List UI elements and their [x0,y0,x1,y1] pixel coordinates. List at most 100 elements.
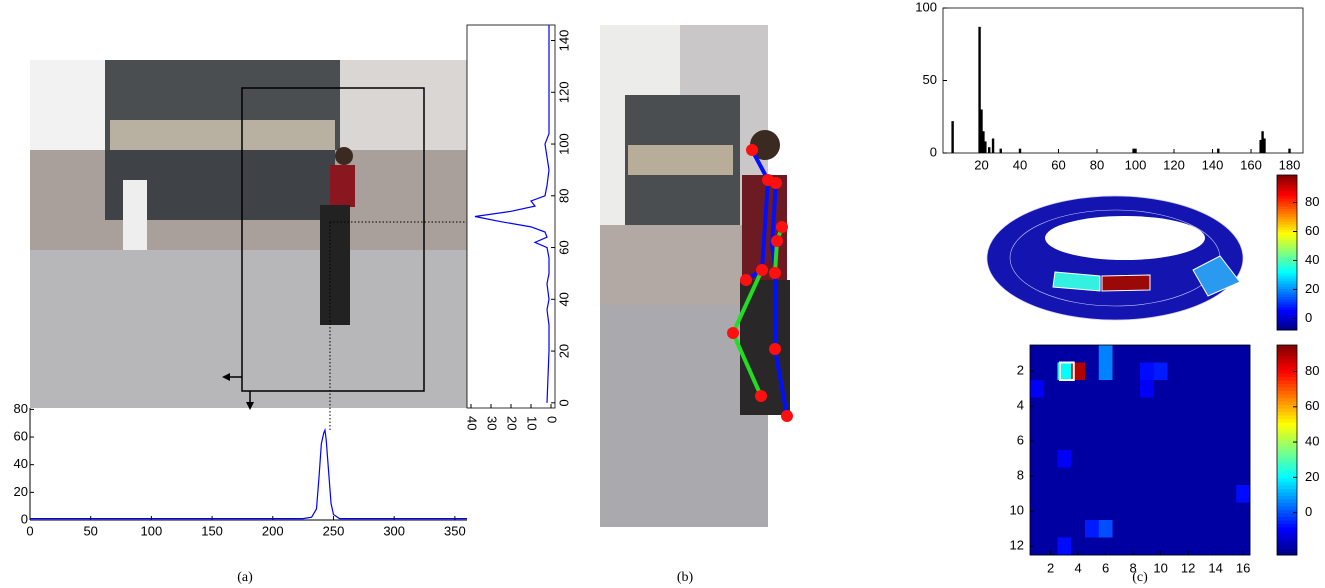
colorbar-step [1277,249,1297,253]
arrow-head [222,373,230,381]
heat-cell [1167,380,1182,398]
colorbar-step [1277,317,1297,321]
colorbar-step [1277,293,1297,297]
colorbar-step [1277,502,1297,507]
colorbar-step [1277,499,1297,503]
colorbar-step [1277,252,1297,256]
heat-cell [1043,380,1058,398]
heat-cell [1195,450,1210,468]
heat-cell [1112,520,1127,538]
colorbar-step [1277,198,1297,202]
colorbar-step [1277,408,1297,412]
colorbar-step [1277,467,1297,472]
heat-cell [1195,380,1210,398]
colorbar-step [1277,404,1297,409]
heat-cell [1098,450,1113,468]
colorbar-tick-label: 40 [1305,252,1319,267]
heat-cell [1181,537,1196,556]
heat-cell [1030,397,1045,416]
heat-cell [1167,467,1182,486]
heat-cell [1030,415,1045,433]
colorbar-step [1277,488,1297,493]
bar [982,131,985,153]
heat-cell [1057,345,1072,363]
y-tick-label: 12 [1010,538,1024,553]
colorbar-step [1277,345,1297,349]
y-tick-label: 20 [14,484,28,499]
colorbar-step [1277,221,1297,225]
heat-cell [1222,450,1237,468]
heat-cell [1098,537,1113,556]
heat-cell [1085,397,1100,416]
heat-cell [1112,415,1127,433]
colorbar-step [1277,218,1297,222]
colorbar-step [1277,211,1297,215]
heat-cell [1057,380,1072,398]
colorbar-frame [1276,344,1298,556]
heat-cell [1126,362,1141,381]
colorbar-tick-label: 60 [1305,223,1319,238]
colorbar-step [1277,301,1297,305]
bar [978,26,981,154]
colorbar-step [1277,355,1297,360]
heat-cell [1153,415,1168,433]
heat-cell [1167,345,1182,363]
heat-cell [1140,467,1155,486]
heat-cell [1043,415,1058,433]
bar [1132,148,1135,153]
heat-cell [1043,537,1058,556]
colorbar-step [1277,180,1297,184]
colorbar-tick-label: 40 [1305,433,1319,448]
heat-cell [1195,415,1210,433]
heat-cell [1085,345,1100,363]
colorbar-step [1277,244,1297,248]
colorbar-step [1277,319,1297,323]
heat-cell [1071,502,1086,521]
x-tick-label: 10 [1153,560,1167,575]
colorbar-tick-label: 80 [1305,194,1319,209]
torus-patch [1192,255,1241,297]
caption: (c) [1132,570,1148,585]
heat-cell [1167,362,1182,381]
x-tick-label: 0 [556,399,571,406]
heat-cell [1126,537,1141,556]
heat-cell [1030,380,1045,398]
colorbar-step [1277,506,1297,510]
x-tick-label: 120 [556,81,571,103]
colorbar-step [1277,231,1297,235]
photo-a [30,60,467,430]
heat-cell [1181,502,1196,521]
person-legs [320,205,350,325]
colorbar-step [1277,255,1297,259]
colorbar-step [1277,432,1297,437]
colorbar-step [1277,492,1297,496]
colorbar-step [1277,247,1297,251]
colorbar-step [1277,213,1297,217]
colorbar-tick-label: 20 [1305,281,1319,296]
bar [1263,138,1266,153]
colorbar-step [1277,226,1297,230]
colorbar-step [1277,286,1297,290]
x-tick-label: 350 [444,523,466,538]
bin [123,180,147,250]
heat-cell [1098,432,1113,451]
heat-cell [1112,537,1127,556]
heat-cell [1057,520,1072,538]
heat-cell [1236,537,1251,556]
colorbar-step [1277,348,1297,353]
joints [727,144,793,422]
colorbar-step [1277,237,1297,241]
bbox [241,87,425,392]
heat-cell [1085,415,1100,433]
heat-cell [1153,345,1168,363]
colorbar-step [1277,224,1297,228]
colorbar-step [1277,443,1297,447]
y-tick-label: 2 [1017,363,1024,378]
colorbar-step [1277,216,1297,220]
heat-cell [1085,432,1100,451]
heat-cell [1126,397,1141,416]
x-tick-label: 20 [974,157,988,172]
heat-cell [1181,380,1196,398]
colorbar-step [1277,541,1297,545]
heat-cell [1222,362,1237,381]
